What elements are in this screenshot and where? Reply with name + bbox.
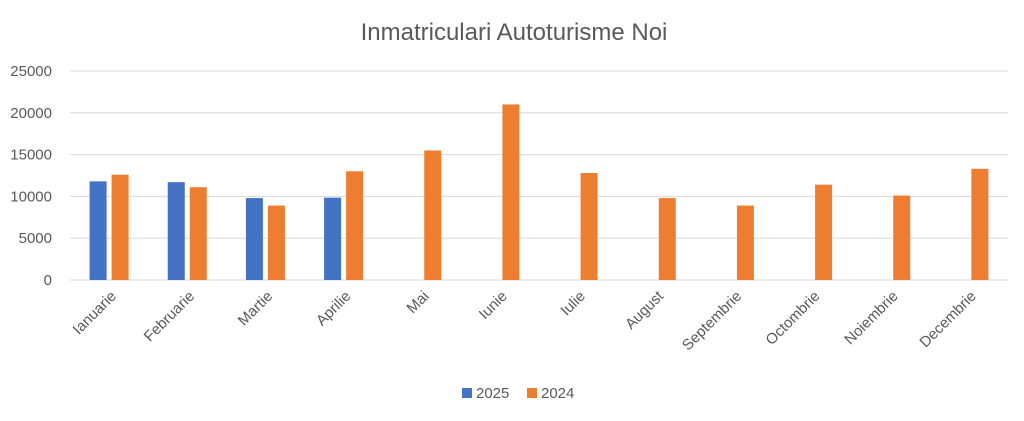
- bar-2024-mai: [424, 150, 442, 280]
- bar-2024-martie: [267, 205, 285, 280]
- x-axis-tick-labels: Ianuarie Februarie Martie Aprilie Mai Iunie Iu…: [70, 287, 980, 354]
- y-tick-label: 25000: [10, 63, 52, 80]
- legend: 2025 2024: [462, 385, 574, 402]
- y-axis-tick-labels: 0 5000 10000 15000 20000 25000: [10, 63, 52, 289]
- legend-label-2025: 2025: [476, 385, 509, 402]
- y-tick-label: 0: [44, 272, 52, 289]
- bar-2024-iunie: [502, 104, 520, 280]
- x-tick-label: Ianuarie: [70, 288, 120, 338]
- legend-swatch-2025: [462, 388, 472, 398]
- bar-2025-aprilie: [324, 197, 342, 280]
- x-tick-label: Mai: [403, 288, 432, 317]
- bar-2024-octombrie: [815, 184, 833, 280]
- bar-2024-august: [658, 198, 676, 280]
- bar-2024-noiembrie: [893, 195, 911, 280]
- x-tick-label: Septembrie: [679, 288, 745, 354]
- bar-2024-iulie: [580, 172, 598, 280]
- bars: [89, 104, 989, 280]
- bar-2025-februarie: [167, 182, 185, 280]
- y-tick-label: 15000: [10, 147, 52, 164]
- bar-2025-martie: [245, 198, 263, 280]
- x-tick-label: Octombrie: [762, 288, 823, 349]
- legend-swatch-2024: [527, 388, 537, 398]
- bar-2024-decembrie: [971, 168, 989, 280]
- x-tick-label: August: [622, 287, 668, 333]
- x-tick-label: Martie: [235, 288, 276, 329]
- x-tick-label: Februarie: [141, 288, 198, 345]
- x-tick-label: Iulie: [557, 288, 588, 319]
- x-tick-label: Decembrie: [916, 288, 979, 351]
- chart-title: Inmatriculari Autoturisme Noi: [361, 19, 668, 46]
- y-tick-label: 10000: [10, 188, 52, 205]
- legend-label-2024: 2024: [541, 385, 574, 402]
- bar-2024-septembrie: [736, 205, 754, 280]
- bar-2024-februarie: [189, 187, 207, 280]
- bar-2024-ianuarie: [111, 174, 129, 280]
- x-tick-label: Aprilie: [313, 288, 354, 329]
- x-tick-label: Iunie: [476, 288, 511, 323]
- gridlines: [70, 70, 1008, 281]
- y-tick-label: 20000: [10, 105, 52, 122]
- y-tick-label: 5000: [19, 230, 52, 247]
- x-tick-label: Noiembrie: [841, 288, 901, 348]
- bar-2024-aprilie: [346, 171, 364, 280]
- bar-2025-ianuarie: [89, 181, 107, 280]
